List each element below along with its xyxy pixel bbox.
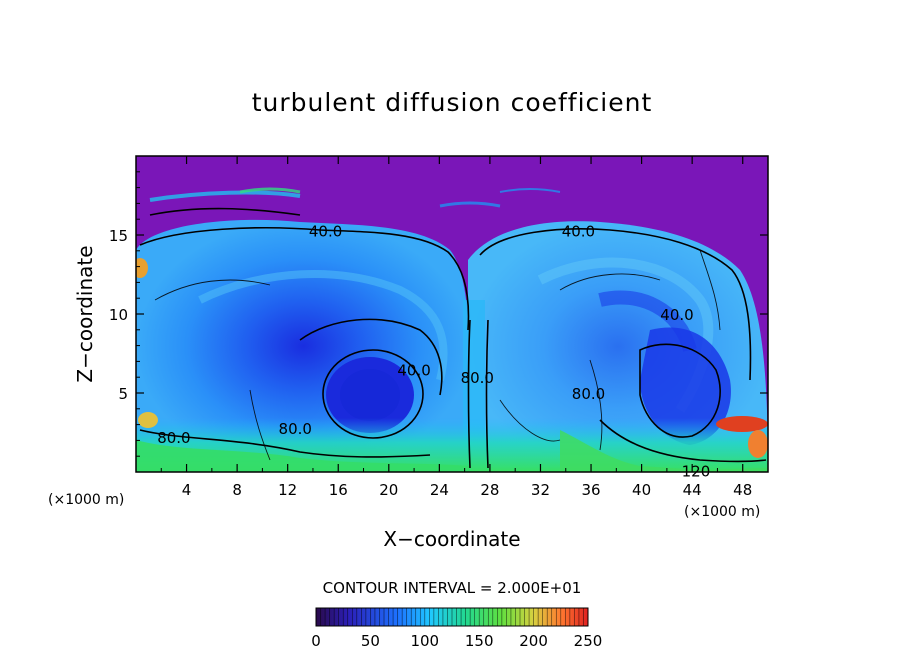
x-tick-label: 48 [733,481,752,499]
x-tick-label: 40 [632,481,651,499]
contour-label: 80.0 [461,369,494,387]
colorbar-tick-label: 150 [465,632,494,650]
colorbar-ticks: 0 50 100 150 200 250 [311,632,602,650]
contour-label: 40.0 [562,222,595,240]
contour-label: 40.0 [309,222,342,240]
contour-label: 80.0 [572,385,605,403]
contour-label: 80.0 [279,420,312,438]
contour-label: 80.0 [157,429,190,447]
y-tick-label: 10 [109,306,128,324]
colorbar-tick-label: 250 [574,632,603,650]
x-tick-label: 44 [683,481,702,499]
y-tick-label: 15 [109,227,128,245]
y-axis: 5 10 15 [109,171,768,457]
y-axis-label: Z−coordinate [73,245,97,382]
colorbar-tick-label: 100 [410,632,439,650]
colorbar-tick-label: 50 [361,632,380,650]
x-tick-label: 12 [278,481,297,499]
x-axis: 4 8 12 16 20 24 28 32 36 40 44 48 [160,156,752,499]
chart-title: turbulent diffusion coefficient [252,88,653,117]
x-axis-label: X−coordinate [383,527,520,551]
contour-interval-text: CONTOUR INTERVAL = 2.000E+01 [323,579,582,597]
colorbar-tick-label: 200 [519,632,548,650]
colorbar-tick-label: 0 [311,632,321,650]
x-tick-label: 4 [182,481,192,499]
x-tick-label: 32 [531,481,550,499]
x-tick-label: 24 [430,481,449,499]
contour-label: 40.0 [397,361,430,379]
x-tick-label: 28 [480,481,499,499]
contour-label: 40.0 [660,306,693,324]
y-tick-label: 5 [118,385,128,403]
x-unit-right: (×1000 m) [684,504,760,520]
x-unit-left: (×1000 m) [48,492,124,508]
x-tick-label: 36 [581,481,600,499]
colorbar: 0 50 100 150 200 250 [311,607,602,650]
x-tick-label: 16 [329,481,348,499]
x-tick-label: 20 [379,481,398,499]
x-tick-label: 8 [232,481,242,499]
heatmap-field [136,156,768,472]
colorbar-stripes [320,608,584,626]
